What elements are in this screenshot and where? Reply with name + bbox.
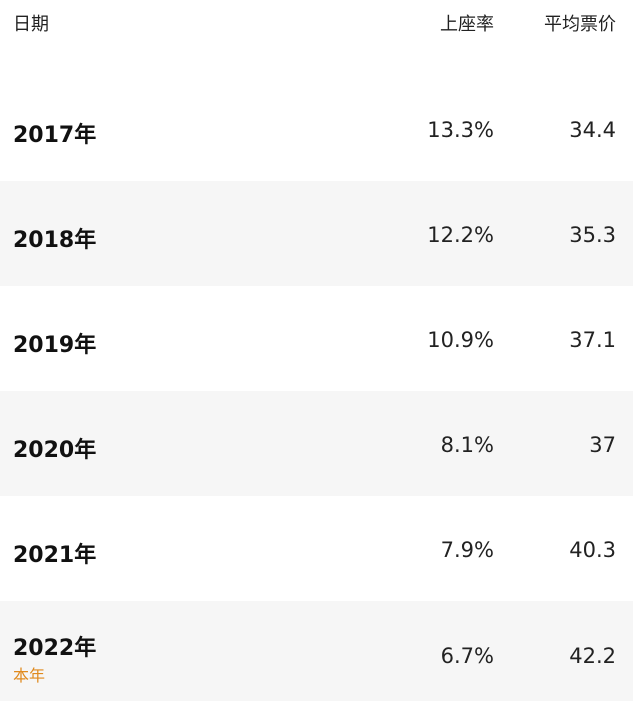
current-year-badge: 本年 <box>13 666 46 685</box>
row-date: 2020年 <box>13 438 97 463</box>
row-occupancy: 10.9% <box>427 328 494 352</box>
table-row: 2021年 7.9% 40.3 <box>0 496 633 601</box>
row-avg-price: 40.3 <box>569 538 616 562</box>
table-row: 2019年 10.9% 37.1 <box>0 286 633 391</box>
header-occupancy[interactable]: 上座率 <box>440 14 494 35</box>
row-date: 2019年 <box>13 333 97 358</box>
table-row: 2018年 12.2% 35.3 <box>0 181 633 286</box>
row-avg-price: 42.2 <box>569 644 616 668</box>
table-header: 日期 上座率 平均票价 <box>0 0 633 76</box>
row-date: 2017年 <box>13 123 97 148</box>
row-avg-price: 34.4 <box>569 118 616 142</box>
table-row: 2017年 13.3% 34.4 <box>0 76 633 181</box>
row-date: 2021年 <box>13 543 97 568</box>
row-date: 2022年 <box>13 636 97 661</box>
header-date[interactable]: 日期 <box>13 14 49 35</box>
table-row-current-year: 2022年 本年 6.7% 42.2 <box>0 601 633 701</box>
row-occupancy: 12.2% <box>427 223 494 247</box>
row-occupancy: 8.1% <box>440 433 494 457</box>
row-occupancy: 7.9% <box>440 538 494 562</box>
row-date: 2018年 <box>13 228 97 253</box>
row-occupancy: 13.3% <box>427 118 494 142</box>
header-avg-price[interactable]: 平均票价 <box>544 14 616 35</box>
row-avg-price: 37 <box>589 433 616 457</box>
row-avg-price: 35.3 <box>569 223 616 247</box>
table-row: 2020年 8.1% 37 <box>0 391 633 496</box>
row-occupancy: 6.7% <box>440 644 494 668</box>
row-avg-price: 37.1 <box>569 328 616 352</box>
